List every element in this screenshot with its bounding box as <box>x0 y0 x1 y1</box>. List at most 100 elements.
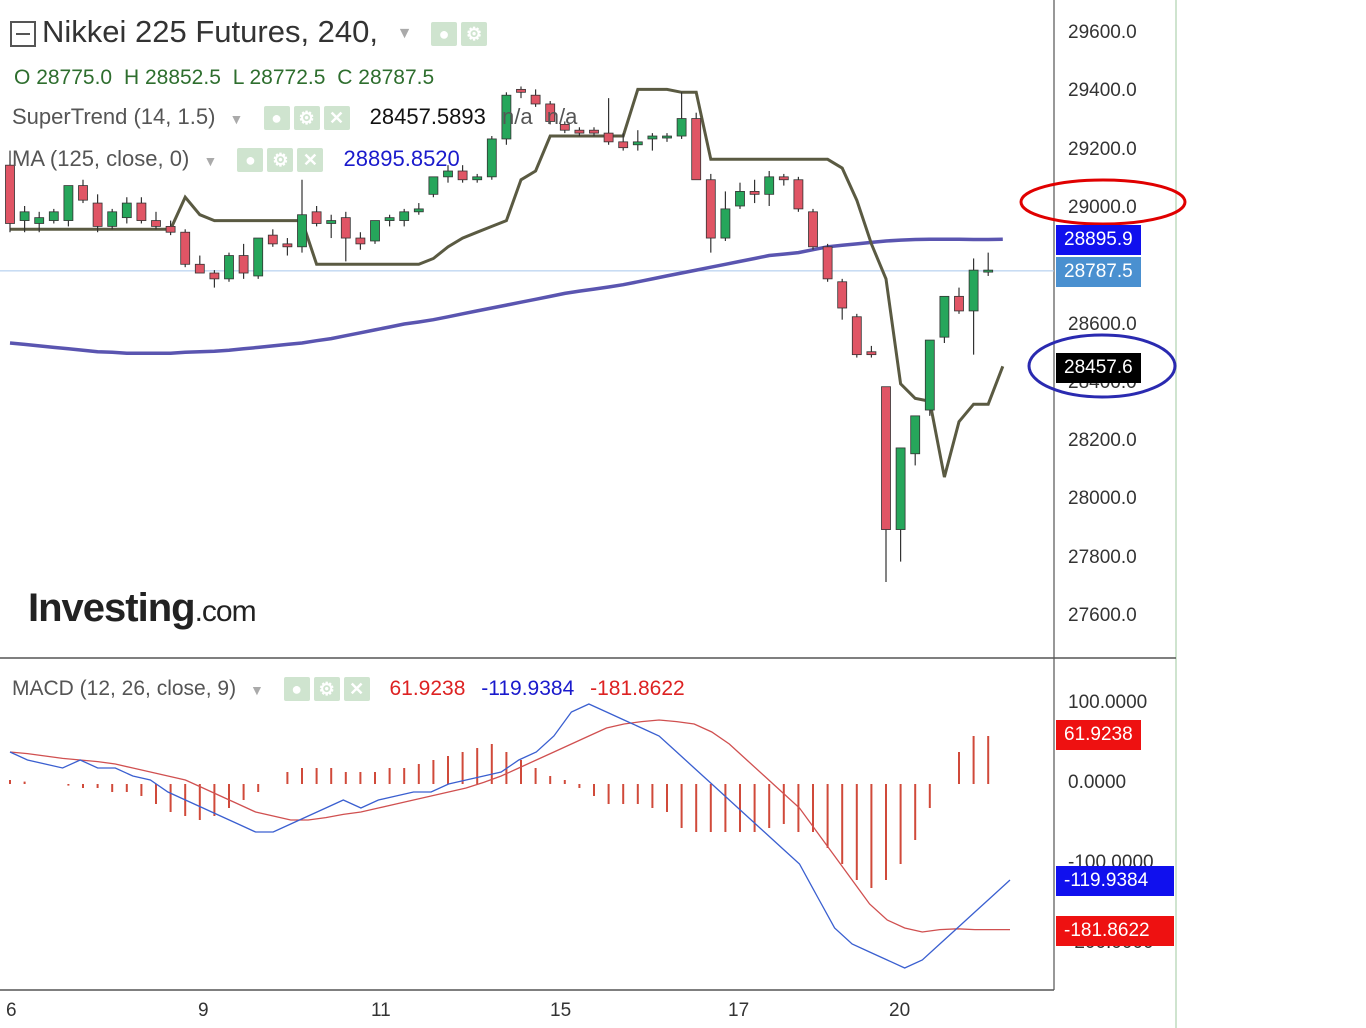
candle-body <box>574 129 585 134</box>
candle-body <box>63 185 74 221</box>
chevron-down-icon[interactable]: ▼ <box>249 682 264 698</box>
candle-body <box>647 135 658 140</box>
candle-body <box>618 141 629 149</box>
candle-body <box>326 220 337 224</box>
candle-body <box>282 243 293 248</box>
candle-body <box>107 211 118 227</box>
ma-line <box>9 237 1003 355</box>
candle-body <box>603 132 614 143</box>
ma-value: 28895.8520 <box>343 146 460 171</box>
date-tick-label: 9 <box>198 1000 209 1021</box>
date-tick-label: 6 <box>6 1000 17 1021</box>
chevron-down-icon[interactable]: ▼ <box>396 24 413 42</box>
red-annotation-ellipse <box>1019 178 1187 226</box>
close-label: C <box>337 66 353 89</box>
price-tick-label: 29600.0 <box>1068 22 1137 43</box>
supertrend-line <box>10 87 1005 478</box>
candle-body <box>691 118 702 181</box>
high-value: 28852.5 <box>144 66 221 89</box>
candle-body <box>340 217 351 239</box>
candle-body <box>267 234 278 245</box>
candle-body <box>881 386 891 530</box>
candle-body <box>910 415 921 455</box>
visibility-eye-icon[interactable]: ● <box>263 106 290 131</box>
candle-body <box>92 202 103 227</box>
candle-body <box>924 339 935 411</box>
candle-body <box>516 88 526 93</box>
candle-body <box>676 118 687 137</box>
candle-body <box>632 141 643 146</box>
candle-body <box>501 94 512 140</box>
ma-legend: MA (125, close, 0) ▼ ● ⚙ ✕ 28895.8520 <box>12 146 460 173</box>
candle-body <box>559 123 570 131</box>
chevron-down-icon[interactable]: ▼ <box>229 111 244 127</box>
macd-v1: 61.9238 <box>389 677 466 700</box>
candle-body <box>983 269 994 273</box>
candle-body <box>954 295 964 312</box>
price-tick-label: 29400.0 <box>1068 80 1137 102</box>
candle-body <box>253 237 264 277</box>
settings-gear-icon[interactable]: ⚙ <box>313 677 340 702</box>
blue-annotation-ellipse <box>1027 333 1177 399</box>
date-tick-label: 11 <box>371 1000 391 1021</box>
candle-body <box>224 255 234 280</box>
ohlc-legend: O 28775.0 H 28852.5 L 28772.5 C 28787.5 <box>14 66 434 90</box>
candle-body <box>793 179 804 210</box>
candle-body <box>968 269 979 312</box>
supertrend-label: SuperTrend (14, 1.5) <box>12 104 216 129</box>
macd-tick-label: 0.0000 <box>1068 772 1127 793</box>
visibility-eye-icon[interactable]: ● <box>283 677 310 702</box>
low-value: 28772.5 <box>249 66 326 89</box>
date-tick-label: 15 <box>550 1000 572 1021</box>
investing-watermark: Investing.com <box>28 586 257 631</box>
candle-body <box>530 94 541 105</box>
visibility-eye-icon[interactable]: ● <box>237 148 264 173</box>
candle-body <box>370 220 380 242</box>
macd-legend: MACD (12, 26, close, 9) ▼ ● ⚙ ✕ 61.9238 -1… <box>12 677 685 702</box>
close-icon[interactable]: ✕ <box>343 677 370 702</box>
ma-price-tag: 28895.9 <box>1056 225 1141 255</box>
visibility-eye-icon[interactable]: ● <box>431 21 458 46</box>
supertrend-legend: SuperTrend (14, 1.5) ▼ ● ⚙ ✕ 28457.5893 n/… <box>12 104 577 131</box>
supertrend-value: 28457.5893 <box>369 104 486 129</box>
settings-gear-icon[interactable]: ⚙ <box>293 106 320 131</box>
candle-body <box>5 164 15 224</box>
candle-body <box>866 351 877 356</box>
candle-body <box>705 179 716 239</box>
candle-body <box>165 225 176 233</box>
candle-body <box>443 170 453 178</box>
price-tick-label: 28600.0 <box>1068 313 1137 335</box>
macd-pane <box>9 703 1011 969</box>
close-icon[interactable]: ✕ <box>323 106 350 131</box>
macd-line <box>9 703 1011 969</box>
date-tick-label: 17 <box>728 1000 750 1021</box>
macd-hist-tag: 61.9238 <box>1056 720 1141 750</box>
date-tick-label: 20 <box>889 1000 911 1021</box>
macd-v2: -119.9384 <box>481 677 575 700</box>
price-tick-label: 29000.0 <box>1068 196 1137 218</box>
chevron-down-icon[interactable]: ▼ <box>203 153 218 169</box>
close-icon[interactable]: ✕ <box>297 148 324 173</box>
ma-label: MA (125, close, 0) <box>12 146 190 171</box>
settings-gear-icon[interactable]: ⚙ <box>461 21 488 46</box>
supertrend-price-tag: 28457.6 <box>1056 353 1141 383</box>
candle-body <box>589 129 599 134</box>
candle-body <box>384 217 395 221</box>
symbol-title: Nikkei 225 Futures, 240, <box>42 14 379 49</box>
open-value: 28775.0 <box>36 66 113 89</box>
candle-body <box>238 255 249 274</box>
candle-body <box>895 447 906 530</box>
candle-body <box>837 281 848 309</box>
price-tick-label: 27600.0 <box>1068 605 1137 626</box>
candle-body <box>720 208 731 239</box>
settings-gear-icon[interactable]: ⚙ <box>267 148 294 173</box>
signal-line <box>9 719 1010 933</box>
collapse-icon[interactable] <box>10 20 36 47</box>
candle-body <box>428 176 439 195</box>
candle-body <box>545 103 556 122</box>
price-tick-label: 28000.0 <box>1068 488 1137 510</box>
candle-body <box>808 211 818 248</box>
candle-body <box>136 202 147 221</box>
candle-body <box>939 295 950 338</box>
candle-body <box>355 237 366 245</box>
